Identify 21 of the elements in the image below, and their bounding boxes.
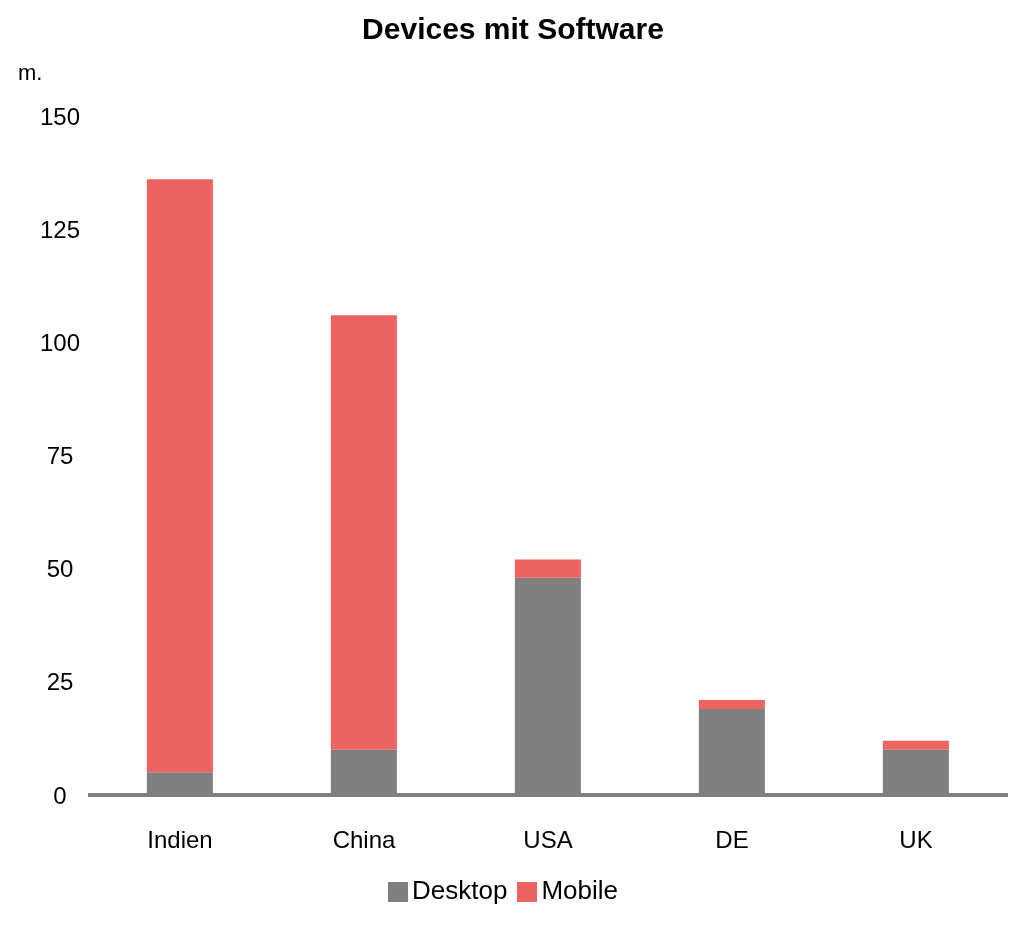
bar <box>330 315 397 750</box>
y-tick-label: 0 <box>53 781 67 809</box>
bar <box>698 699 765 709</box>
y-axis-title: m. <box>18 60 43 86</box>
x-tick-label: China <box>332 826 396 854</box>
bar <box>882 740 949 750</box>
legend-label: Mobile <box>541 875 618 905</box>
x-tick-label: USA <box>523 826 573 854</box>
y-tick-label: 25 <box>46 668 74 696</box>
y-tick-label: 150 <box>39 102 81 130</box>
x-tick-label: Indien <box>147 826 213 854</box>
x-tick-label: DE <box>715 826 749 854</box>
y-tick-label: 125 <box>39 215 81 243</box>
y-tick-label: 100 <box>39 328 81 356</box>
y-tick-label: 75 <box>46 442 74 470</box>
bar <box>146 179 213 773</box>
chart-title: Devices mit Software <box>361 11 665 47</box>
bar <box>514 559 581 578</box>
legend-label: Desktop <box>412 875 508 905</box>
x-tick-label: UK <box>899 826 933 854</box>
y-tick-label: 50 <box>46 555 74 583</box>
